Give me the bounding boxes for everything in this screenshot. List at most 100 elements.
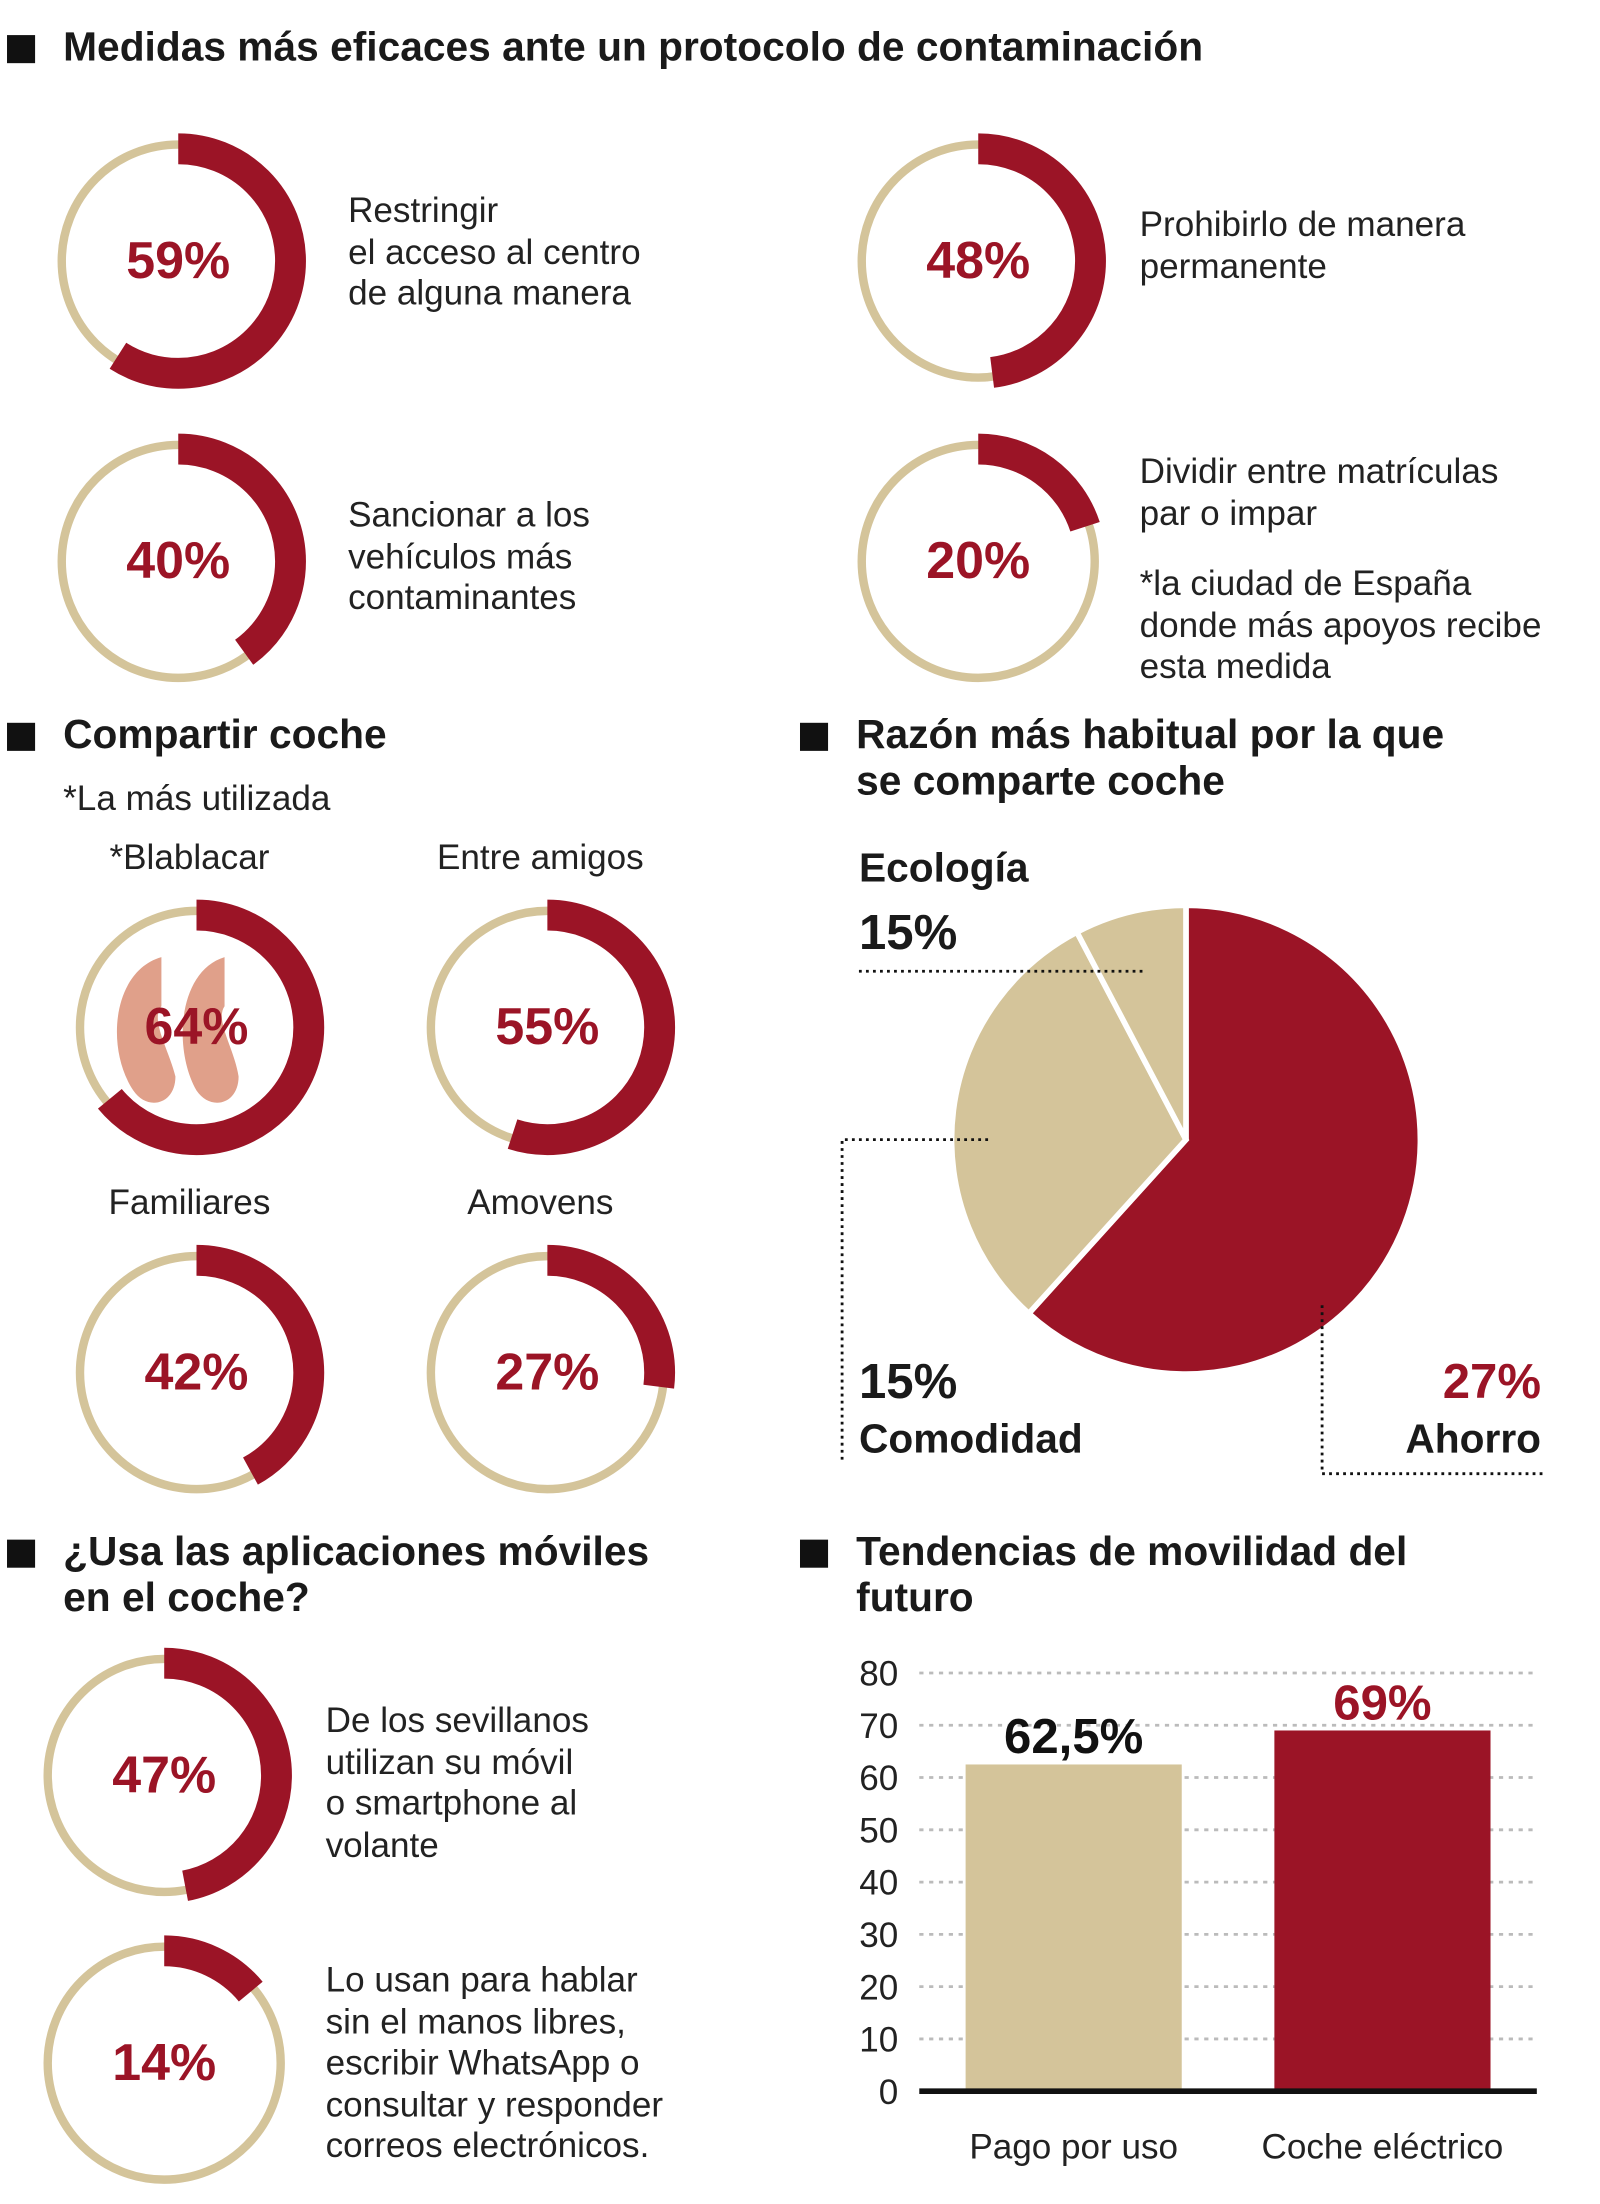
app-usage-description: o smartphone al: [325, 1783, 578, 1824]
measure-donut: 20%: [845, 428, 1112, 695]
y-tick-label: 30: [859, 1916, 898, 1955]
donut-percent-label: 42%: [144, 1343, 249, 1401]
carshare-donut: 64%: [63, 894, 330, 1161]
app-usage-description: escribir WhatsApp o: [325, 2043, 640, 2083]
measure-description: permanente: [1139, 246, 1327, 286]
donut-percent-label: 27%: [495, 1343, 600, 1401]
bar-pago-por-uso: [965, 1764, 1182, 2092]
donut-track: [43, 1942, 285, 2184]
measure-description: Sancionar a los: [348, 495, 590, 535]
donut-ring: [36, 1647, 292, 1904]
donut-value-arc: [850, 433, 1106, 690]
measure-description: el acceso al centro: [348, 232, 641, 272]
donut-ring: [68, 899, 325, 1156]
donut-percent-label: 20%: [926, 531, 1031, 590]
donut-percent-label: 64%: [144, 997, 249, 1056]
donut-value-arc: [419, 1244, 676, 1501]
donut-percent-label: 14%: [112, 2033, 217, 2092]
y-tick-label: 0: [879, 2073, 899, 2112]
y-tick-label: 20: [859, 1968, 898, 2007]
app-usage-description: utilizan su móvil: [325, 1742, 574, 1782]
measure-donut: 59%: [45, 128, 312, 395]
bar-coche-electrico: [1274, 1730, 1491, 2092]
section-bullet-icon: [7, 722, 36, 751]
pie-value-comodidad: 15%: [858, 1354, 958, 1410]
pie-slice-comodidad: [948, 928, 1190, 1318]
section-bullet-icon: [799, 722, 829, 751]
section-subtitle: *La más utilizada: [63, 778, 331, 819]
carshare-donut: 42%: [63, 1239, 330, 1506]
pie-slice-ecología: [1073, 902, 1189, 1141]
app-usage-description: volante: [325, 1825, 439, 1865]
section-bullet-icon: [7, 1539, 36, 1568]
pie-slice-ahorro: [1024, 902, 1424, 1377]
pie-label-comodidad: Comodidad: [858, 1417, 1083, 1463]
pie-label-ecologia: Ecología: [858, 846, 1029, 892]
y-tick-label: 60: [859, 1759, 898, 1798]
measure-description: Restringir: [348, 190, 499, 231]
x-category-label: Pago por uso: [969, 2128, 1178, 2167]
measure-note: *la ciudad de España: [1139, 564, 1472, 604]
pie-chart: [840, 902, 1544, 1476]
donut-percent-label: 40%: [126, 531, 231, 590]
section-title-medidas: Medidas más eficaces ante un protocolo d…: [63, 25, 1204, 71]
y-tick-label: 10: [859, 2021, 898, 2060]
carshare-label: Familiares: [108, 1183, 271, 1223]
app-usage-donut: 14%: [31, 1930, 298, 2197]
section-title-compartir: Compartir coche: [63, 712, 387, 758]
carshare-label: Entre amigos: [436, 837, 644, 878]
x-category-label: Coche eléctrico: [1262, 2128, 1504, 2167]
donut-ring: [36, 1935, 292, 2191]
measure-description: Dividir entre matrículas: [1139, 451, 1499, 492]
section-title-apps-line-1: ¿Usa las aplicaciones móviles: [63, 1529, 650, 1575]
section-title-apps-line-2: en el coche?: [63, 1576, 310, 1622]
measure-note: esta medida: [1139, 647, 1331, 687]
carshare-donut: 55%: [414, 894, 681, 1161]
app-usage-donut: 47%: [31, 1642, 298, 1909]
leader-line-comodidad: [840, 1138, 990, 1460]
carshare-label: Amovens: [467, 1183, 614, 1223]
carshare-label: *Blablacar: [109, 837, 270, 878]
measure-donut: 40%: [45, 428, 312, 695]
donut-ring: [850, 133, 1106, 389]
blablacar-logo-icon: [116, 957, 239, 1103]
measure-note: donde más apoyos recibe: [1139, 605, 1542, 645]
y-tick-label: 40: [859, 1864, 898, 1903]
donut-ring: [50, 433, 306, 690]
pie-title-line-1: Razón más habitual por la que: [856, 712, 1445, 758]
measure-description: par o impar: [1139, 493, 1318, 533]
measure-description: Prohibirlo de manera: [1139, 204, 1466, 245]
y-tick-label: 50: [859, 1811, 898, 1850]
bar-title-line-1: Tendencias de movilidad del: [856, 1529, 1408, 1575]
pie-label-ahorro: Ahorro: [1405, 1417, 1542, 1463]
app-usage-description: correos electrónicos.: [325, 2126, 650, 2166]
bar-chart: 0 10 20 30 40 50 60 70 80 62,5% Pago por uso 69% Coc…: [859, 1655, 1537, 2167]
section-bullet-icon: [799, 1539, 829, 1568]
app-usage-description: De los sevillanos: [325, 1701, 589, 1741]
donut-percent-label: 55%: [495, 997, 600, 1056]
pie-value-ecologia: 15%: [858, 905, 958, 960]
carshare-donut: 27%: [414, 1239, 681, 1506]
donut-ring: [50, 133, 306, 389]
app-usage-description: Lo usan para hablar: [325, 1960, 638, 2000]
measure-description: de alguna manera: [348, 273, 631, 313]
app-usage-description: consultar y responder: [325, 2084, 664, 2125]
measure-donut: 48%: [845, 128, 1112, 395]
donut-percent-label: 59%: [126, 231, 231, 290]
donut-value-arc: [850, 133, 1106, 389]
donut-ring: [419, 1244, 676, 1501]
y-tick-label: 70: [859, 1707, 898, 1746]
measure-description: contaminantes: [348, 578, 577, 618]
app-usage-description: sin el manos libres,: [325, 2002, 626, 2042]
bar-title-line-2: futuro: [856, 1576, 974, 1622]
pie-value-ahorro: 27%: [1442, 1354, 1542, 1410]
bar-value-label: 69%: [1333, 1676, 1431, 1730]
donut-ring: [850, 433, 1106, 690]
pie-title-line-2: se comparte coche: [856, 759, 1225, 805]
section-bullet-icon: [7, 35, 36, 64]
donut-ring: [419, 899, 676, 1156]
donut-percent-label: 47%: [112, 1745, 217, 1804]
donut-ring: [68, 1244, 325, 1501]
bar-value-label: 62,5%: [1004, 1710, 1143, 1764]
